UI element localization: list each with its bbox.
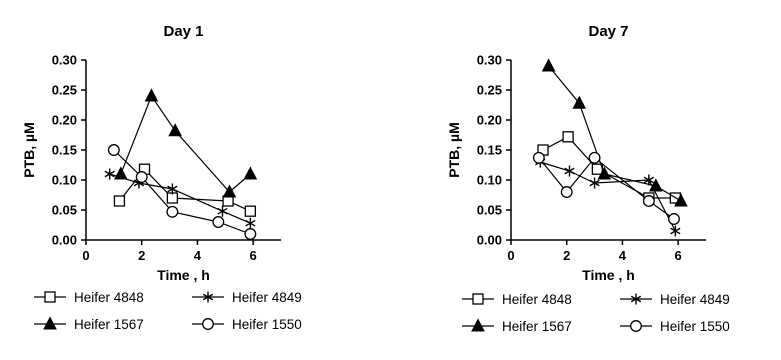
y-tick-label: 0.30 <box>52 53 77 68</box>
data-point <box>217 205 228 217</box>
series-line <box>540 161 676 232</box>
x-axis-title: Time , h <box>582 267 635 283</box>
legend-label: Heifer 4849 <box>660 292 730 307</box>
legend-label: Heifer 1567 <box>74 317 144 332</box>
data-point <box>113 195 126 207</box>
x-axis-title: Time , h <box>157 267 210 283</box>
legend-item: Heifer 1550 <box>620 319 730 334</box>
x-tick-label: 2 <box>563 248 570 263</box>
y-axis-title: PTB, µM <box>21 122 37 178</box>
data-point <box>166 205 179 218</box>
x-tick-label: 6 <box>675 248 682 263</box>
legend-item: Heifer 1567 <box>462 318 572 334</box>
legend-item: Heifer 4848 <box>34 290 144 305</box>
y-tick-label: 0.15 <box>477 143 502 158</box>
series-4 <box>107 144 257 240</box>
y-tick-label: 0.25 <box>477 83 502 98</box>
legend-marker <box>471 318 485 332</box>
legend-marker <box>44 291 56 303</box>
legend-marker <box>202 318 214 330</box>
legend-marker <box>630 320 642 332</box>
x-tick-label: 4 <box>194 248 202 263</box>
series-1 <box>113 163 257 217</box>
data-point <box>642 195 655 207</box>
legend-label: Heifer 4849 <box>232 290 302 305</box>
y-axis-title: PTB, µM <box>446 122 462 178</box>
legend-item: Heifer 4848 <box>462 292 572 307</box>
series-4 <box>532 151 680 225</box>
series-2 <box>104 168 256 229</box>
legend: Heifer 4848 Heifer 4849 Heifer 1567 Heifer … <box>462 292 730 334</box>
data-point <box>564 165 575 177</box>
data-point <box>245 217 256 229</box>
data-point <box>562 131 574 143</box>
data-point <box>670 225 681 237</box>
data-point <box>135 171 148 183</box>
data-point <box>668 213 680 225</box>
data-point <box>649 178 663 192</box>
data-point <box>168 123 182 137</box>
legend-item: Heifer 4849 <box>620 292 730 307</box>
legend-label: Heifer 1550 <box>660 319 730 334</box>
legend-marker <box>472 293 484 305</box>
data-point <box>107 144 120 156</box>
data-point <box>588 151 601 164</box>
data-point <box>532 151 545 164</box>
y-tick-label: 0.00 <box>52 233 77 248</box>
chart-title: Day 7 <box>588 23 628 40</box>
legend-item: Heifer 1567 <box>34 316 144 332</box>
x-tick-label: 2 <box>138 248 145 263</box>
y-tick-label: 0.05 <box>477 203 502 218</box>
data-point <box>222 184 237 198</box>
y-tick-label: 0.00 <box>477 233 502 248</box>
data-point <box>104 168 115 180</box>
y-tick-label: 0.30 <box>477 53 502 68</box>
x-tick-label: 6 <box>250 248 257 263</box>
data-point <box>572 95 587 109</box>
chart-title: Day 1 <box>163 23 203 40</box>
data-point <box>560 186 573 198</box>
x-tick-label: 0 <box>82 248 89 263</box>
series-3 <box>113 88 258 198</box>
legend-marker <box>202 291 214 303</box>
data-point <box>243 166 258 180</box>
legend-label: Heifer 4848 <box>74 290 144 305</box>
y-tick-label: 0.10 <box>477 173 502 188</box>
x-tick-label: 4 <box>619 248 627 263</box>
series-2 <box>535 156 681 237</box>
y-tick-label: 0.20 <box>52 113 77 128</box>
legend-label: Heifer 4848 <box>502 292 572 307</box>
series-3 <box>541 58 688 207</box>
data-point <box>244 228 257 240</box>
y-tick-label: 0.15 <box>52 143 77 158</box>
chart-panel-2: Day 7 0.00 0.05 0.10 0.15 0.20 0.25 0.30 0 2 4 6 Tim… <box>446 23 730 334</box>
data-point <box>541 58 556 72</box>
y-tick-label: 0.25 <box>52 83 77 98</box>
data-point <box>589 177 600 189</box>
chart-panel-1: Day 1 0.00 0.05 0.10 0.15 0.20 0.25 0.30 0 2 4 6 Tim… <box>21 23 302 332</box>
data-point <box>244 205 257 217</box>
data-point <box>167 183 178 195</box>
data-point <box>597 166 612 180</box>
y-tick-label: 0.05 <box>52 203 77 218</box>
legend-label: Heifer 1567 <box>502 319 572 334</box>
legend-item: Heifer 1550 <box>192 317 302 332</box>
legend-label: Heifer 1550 <box>232 317 302 332</box>
legend-marker <box>630 293 642 305</box>
y-tick-label: 0.20 <box>477 113 502 128</box>
data-point <box>643 174 655 186</box>
data-point <box>674 193 688 207</box>
legend: Heifer 4848 Heifer 4849 Heifer 1567 Heifer … <box>34 290 302 332</box>
x-tick-label: 0 <box>507 248 514 263</box>
data-point <box>212 216 225 228</box>
data-point <box>144 88 159 102</box>
legend-marker <box>43 316 57 330</box>
y-tick-label: 0.10 <box>52 173 77 188</box>
data-point <box>113 166 128 180</box>
legend-item: Heifer 4849 <box>192 290 302 305</box>
